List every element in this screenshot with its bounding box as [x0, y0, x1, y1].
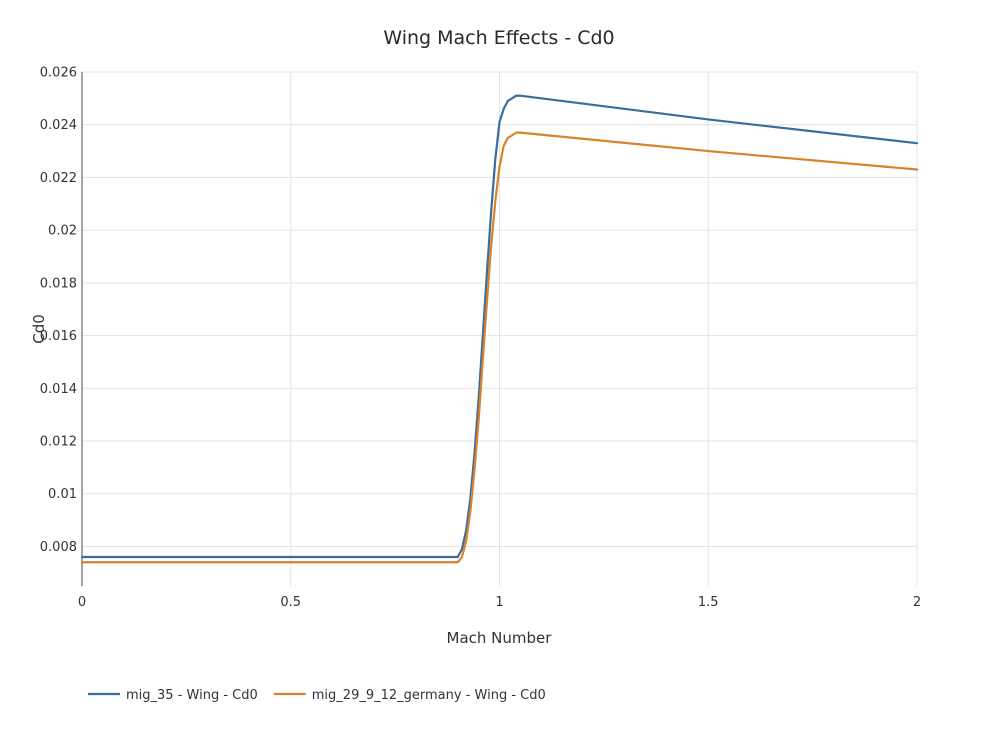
x-gridlines	[290, 72, 918, 586]
y-axis-title: Cd0	[30, 314, 48, 344]
x-tick-labels: 0 0.5 1 1.5 2	[78, 595, 921, 610]
y-tick-label: 0.01	[48, 487, 77, 502]
y-tick-label: 0.022	[40, 171, 77, 186]
y-tick-label: 0.008	[40, 540, 77, 555]
x-tick-label: 1	[495, 595, 503, 610]
legend: mig_35 - Wing - Cd0 mig_29_9_12_germany -…	[88, 688, 546, 703]
series-lines	[80, 94, 919, 564]
legend-label: mig_35 - Wing - Cd0	[126, 688, 258, 703]
chart-title: Wing Mach Effects - Cd0	[383, 27, 614, 49]
y-tick-label: 0.018	[40, 276, 77, 291]
y-tick-label: 0.024	[40, 118, 77, 133]
series-line-1	[80, 131, 919, 564]
x-axis-title: Mach Number	[447, 629, 553, 647]
legend-item-0[interactable]: mig_35 - Wing - Cd0	[88, 688, 258, 703]
y-tick-labels: 0.008 0.01 0.012 0.014 0.016 0.018 0.02 0.022 0.…	[40, 66, 77, 555]
series-line-0	[80, 94, 919, 559]
y-tick-label: 0.026	[40, 66, 77, 81]
y-tick-label: 0.014	[40, 382, 77, 397]
legend-item-1[interactable]: mig_29_9_12_germany - Wing - Cd0	[273, 688, 546, 703]
x-tick-label: 0	[78, 595, 86, 610]
legend-label: mig_29_9_12_germany - Wing - Cd0	[312, 688, 546, 703]
x-tick-label: 2	[913, 595, 921, 610]
y-tick-label: 0.012	[40, 435, 77, 450]
y-tick-label: 0.016	[40, 329, 77, 344]
y-tick-label: 0.02	[48, 224, 77, 239]
x-tick-label: 1.5	[698, 595, 719, 610]
x-tick-label: 0.5	[280, 595, 301, 610]
